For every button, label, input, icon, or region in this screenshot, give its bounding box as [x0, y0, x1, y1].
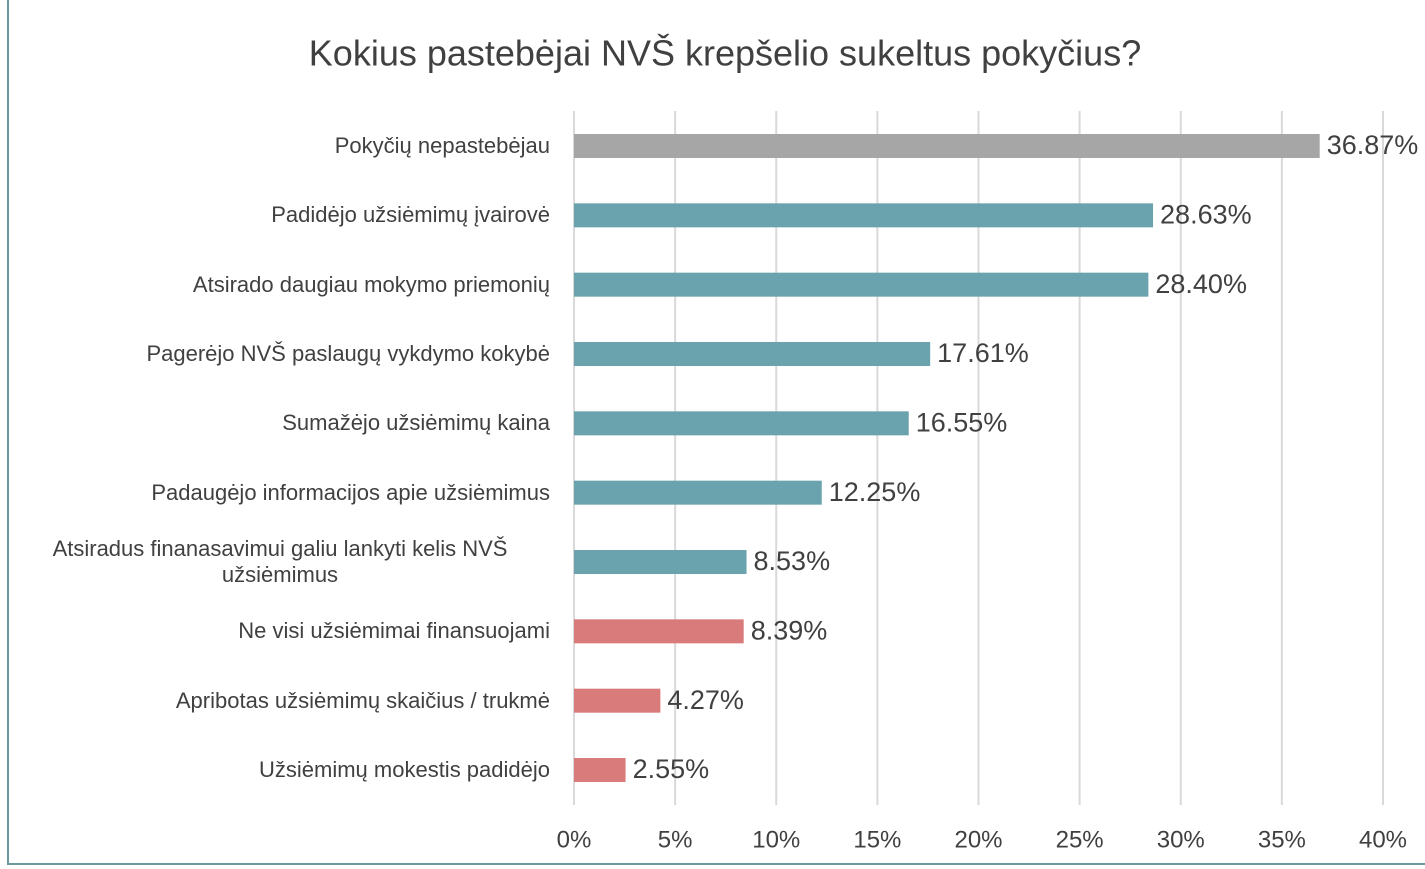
category-label-box: Užsiėmimų mokestis padidėjo: [10, 757, 550, 783]
value-label: 16.55%: [916, 407, 1008, 437]
category-label-box: Atsiradus finanasavimui galiu lankyti ke…: [10, 536, 550, 588]
x-tick-label: 0%: [557, 826, 592, 853]
y-tick-label: Apribotas užsiėmimų skaičius / trukmė: [175, 687, 550, 713]
bar: [574, 272, 1149, 297]
y-tick-label: Sumažėjo užsiėmimų kaina: [282, 410, 550, 436]
value-label: 4.27%: [667, 685, 744, 715]
x-tick-label: 10%: [752, 826, 800, 853]
x-tick-label: 30%: [1157, 826, 1205, 853]
bar: [574, 619, 744, 644]
value-label: 12.25%: [829, 477, 921, 507]
category-label-box: Pokyčių nepastebėjau: [10, 133, 550, 159]
value-label: 17.61%: [937, 338, 1029, 368]
x-tick-label: 20%: [954, 826, 1002, 853]
y-tick-label: Pokyčių nepastebėjau: [334, 133, 550, 158]
y-tick-label: Padidėjo užsiėmimų įvairovė: [271, 202, 550, 228]
x-tick-label: 40%: [1359, 826, 1407, 853]
y-tick-label: Užsiėmimų mokestis padidėjo: [259, 757, 550, 782]
y-tick-label: Atsirado daugiau mokymo priemonių: [192, 271, 550, 297]
y-tick-label: Pagerėjo NVŠ paslaugų vykdymo kokybė: [146, 341, 550, 366]
x-tick-label: 25%: [1056, 826, 1104, 853]
bar: [574, 411, 909, 436]
y-tick-label: Padaugėjo informacijos apie užsiėmimus: [151, 479, 550, 505]
bar: [574, 134, 1320, 158]
category-label-box: Atsirado daugiau mokymo priemonių: [10, 272, 550, 298]
category-label-box: Apribotas užsiėmimų skaičius / trukmė: [10, 688, 550, 714]
bar: [574, 203, 1154, 228]
category-label-box: Padidėjo užsiėmimų įvairovė: [10, 202, 550, 228]
value-label: 36.87%: [1327, 130, 1419, 160]
frame: [7, 0, 1425, 865]
y-tick-label: Atsiradus finanasavimui galiu lankyti ke…: [52, 536, 508, 587]
category-label-box: Sumažėjo užsiėmimų kaina: [10, 410, 550, 436]
bar: [574, 688, 661, 713]
bar: [574, 758, 626, 782]
chart-title: Kokius pastebėjai NVŠ krepšelio sukeltus…: [309, 33, 1141, 74]
x-tick-label: 15%: [853, 826, 901, 853]
value-label: 8.39%: [751, 615, 828, 645]
bar: [574, 480, 822, 505]
bar: [574, 342, 931, 366]
y-tick-label: Ne visi užsiėmimai finansuojami: [238, 618, 550, 644]
value-label: 28.40%: [1155, 269, 1247, 299]
category-label-box: Pagerėjo NVŠ paslaugų vykdymo kokybė: [10, 341, 550, 367]
value-label: 28.63%: [1160, 199, 1252, 229]
value-label: 8.53%: [754, 546, 831, 576]
x-tick-label: 5%: [658, 826, 693, 853]
bar: [574, 550, 747, 574]
category-label-box: Padaugėjo informacijos apie užsiėmimus: [10, 480, 550, 506]
value-label: 2.55%: [633, 754, 710, 784]
category-label-box: Ne visi užsiėmimai finansuojami: [10, 618, 550, 644]
x-tick-label: 35%: [1258, 826, 1306, 853]
